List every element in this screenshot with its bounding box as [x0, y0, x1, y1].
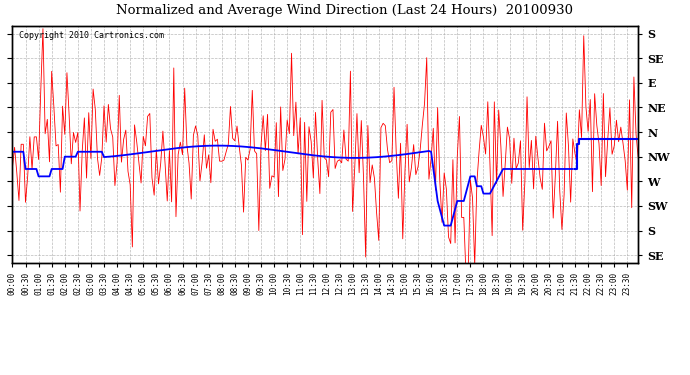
Text: Copyright 2010 Cartronics.com: Copyright 2010 Cartronics.com [19, 31, 164, 40]
Text: Normalized and Average Wind Direction (Last 24 Hours)  20100930: Normalized and Average Wind Direction (L… [117, 4, 573, 17]
